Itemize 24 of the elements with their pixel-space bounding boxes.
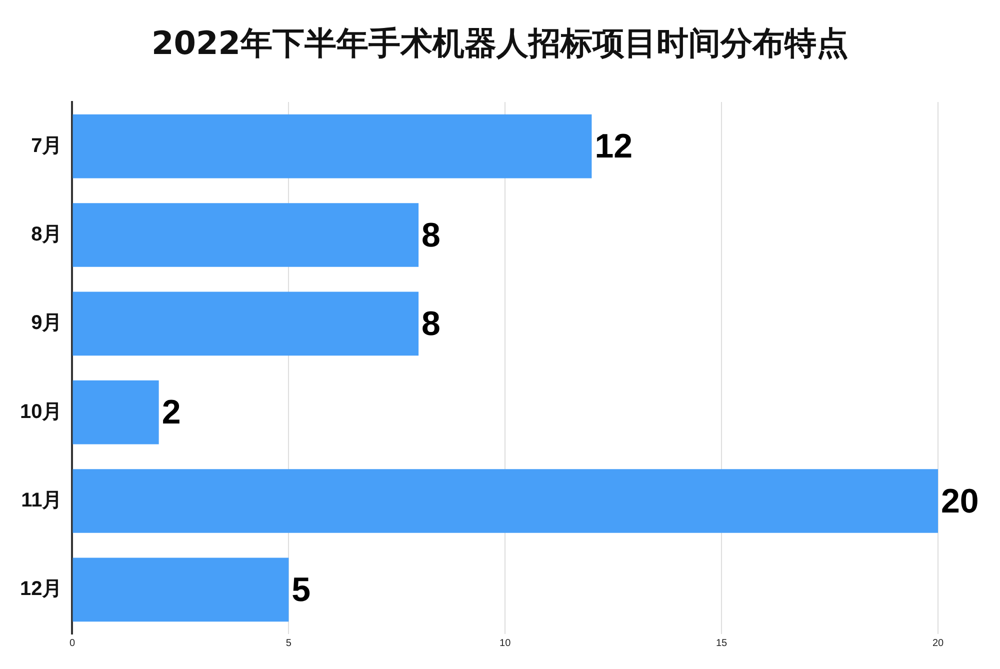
x-tick-label: 20: [932, 638, 944, 649]
bar: [72, 469, 938, 533]
data-label: 2: [162, 394, 181, 432]
y-tick-label: 12月: [20, 578, 62, 600]
x-tick-label: 5: [286, 638, 292, 649]
bar: [72, 292, 419, 356]
y-tick-label: 10月: [20, 400, 62, 423]
data-label: 20: [941, 482, 979, 520]
chart-title: 2022年下半年手术机器人招标项目时间分布特点: [150, 23, 850, 64]
x-tick-label: 15: [716, 638, 728, 649]
data-label: 8: [422, 305, 440, 344]
y-tick-label: 7月: [31, 134, 62, 157]
x-tick-label: 0: [69, 638, 76, 649]
y-tick-label: 8月: [31, 224, 62, 246]
x-tick-label: 10: [500, 638, 512, 649]
data-label: 8: [422, 216, 440, 254]
bar: [72, 114, 592, 178]
bar: [72, 203, 419, 267]
data-label: 5: [292, 571, 311, 610]
y-tick-label: 11月: [21, 490, 62, 512]
y-tick-label: 9月: [31, 312, 62, 334]
bar: [72, 380, 159, 444]
bar: [72, 558, 289, 622]
data-label: 12: [594, 128, 633, 166]
